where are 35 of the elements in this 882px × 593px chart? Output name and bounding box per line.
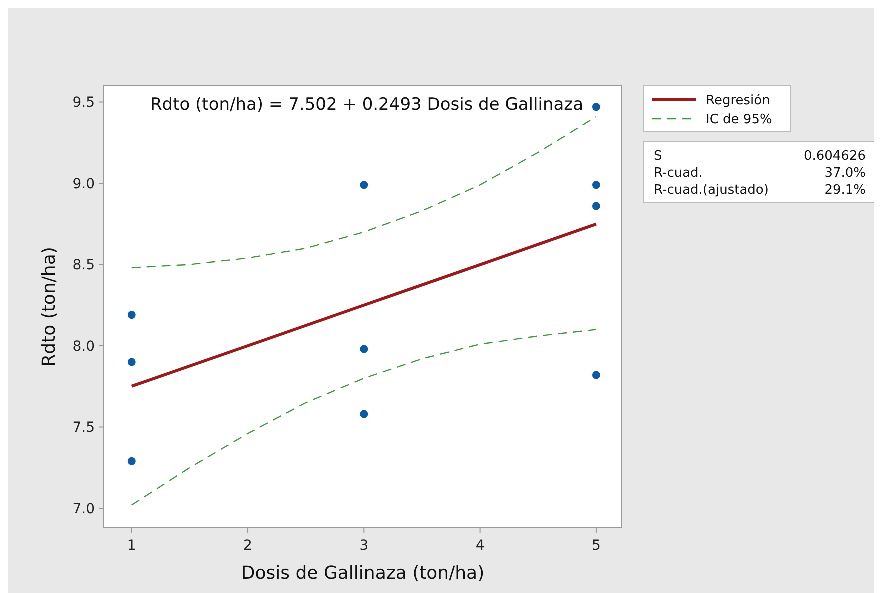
text: R-cuad.(ajustado) bbox=[654, 182, 769, 198]
point bbox=[592, 202, 600, 210]
annotation: Rdto (ton/ha) = 7.502 + 0.2493 Dosis de Gallinaza bbox=[150, 95, 584, 115]
x-tick-label: 1 bbox=[127, 538, 136, 554]
point bbox=[128, 358, 136, 366]
y-tick-label: 9.5 bbox=[72, 95, 95, 112]
x-tick-label: 2 bbox=[244, 538, 252, 554]
text: S bbox=[654, 148, 662, 164]
y-tick-label: 7.5 bbox=[72, 420, 95, 436]
point bbox=[592, 371, 600, 380]
y-tick-label: 9.0 bbox=[72, 176, 95, 192]
line-series bbox=[130, 222, 598, 388]
line-series bbox=[131, 116, 598, 269]
legend-label: Regresión bbox=[706, 94, 770, 109]
x-tick-label: 3 bbox=[360, 538, 369, 554]
text: 37.0% bbox=[824, 166, 866, 181]
legend-label: IC de 95% bbox=[706, 112, 772, 128]
x-tick-label: 4 bbox=[476, 538, 485, 554]
x-axis-title: Dosis de Gallinaza (ton/ha) bbox=[241, 563, 485, 584]
point bbox=[128, 457, 136, 466]
text: 29.1% bbox=[824, 182, 866, 198]
y-tick-label: 8.5 bbox=[72, 258, 95, 274]
text: R-cuad. bbox=[654, 166, 703, 181]
x-tick-label: 5 bbox=[592, 538, 601, 554]
point bbox=[592, 103, 600, 112]
text: 0.604626 bbox=[804, 148, 866, 164]
y-tick-label: 8.0 bbox=[72, 338, 95, 355]
point bbox=[360, 345, 368, 354]
point bbox=[128, 311, 136, 320]
line-series bbox=[131, 329, 598, 506]
y-tick-label: 7.0 bbox=[72, 501, 95, 518]
y-axis-title: Rdto (ton/ha) bbox=[39, 247, 60, 367]
point bbox=[360, 181, 368, 190]
point bbox=[592, 181, 600, 190]
point bbox=[360, 410, 368, 418]
